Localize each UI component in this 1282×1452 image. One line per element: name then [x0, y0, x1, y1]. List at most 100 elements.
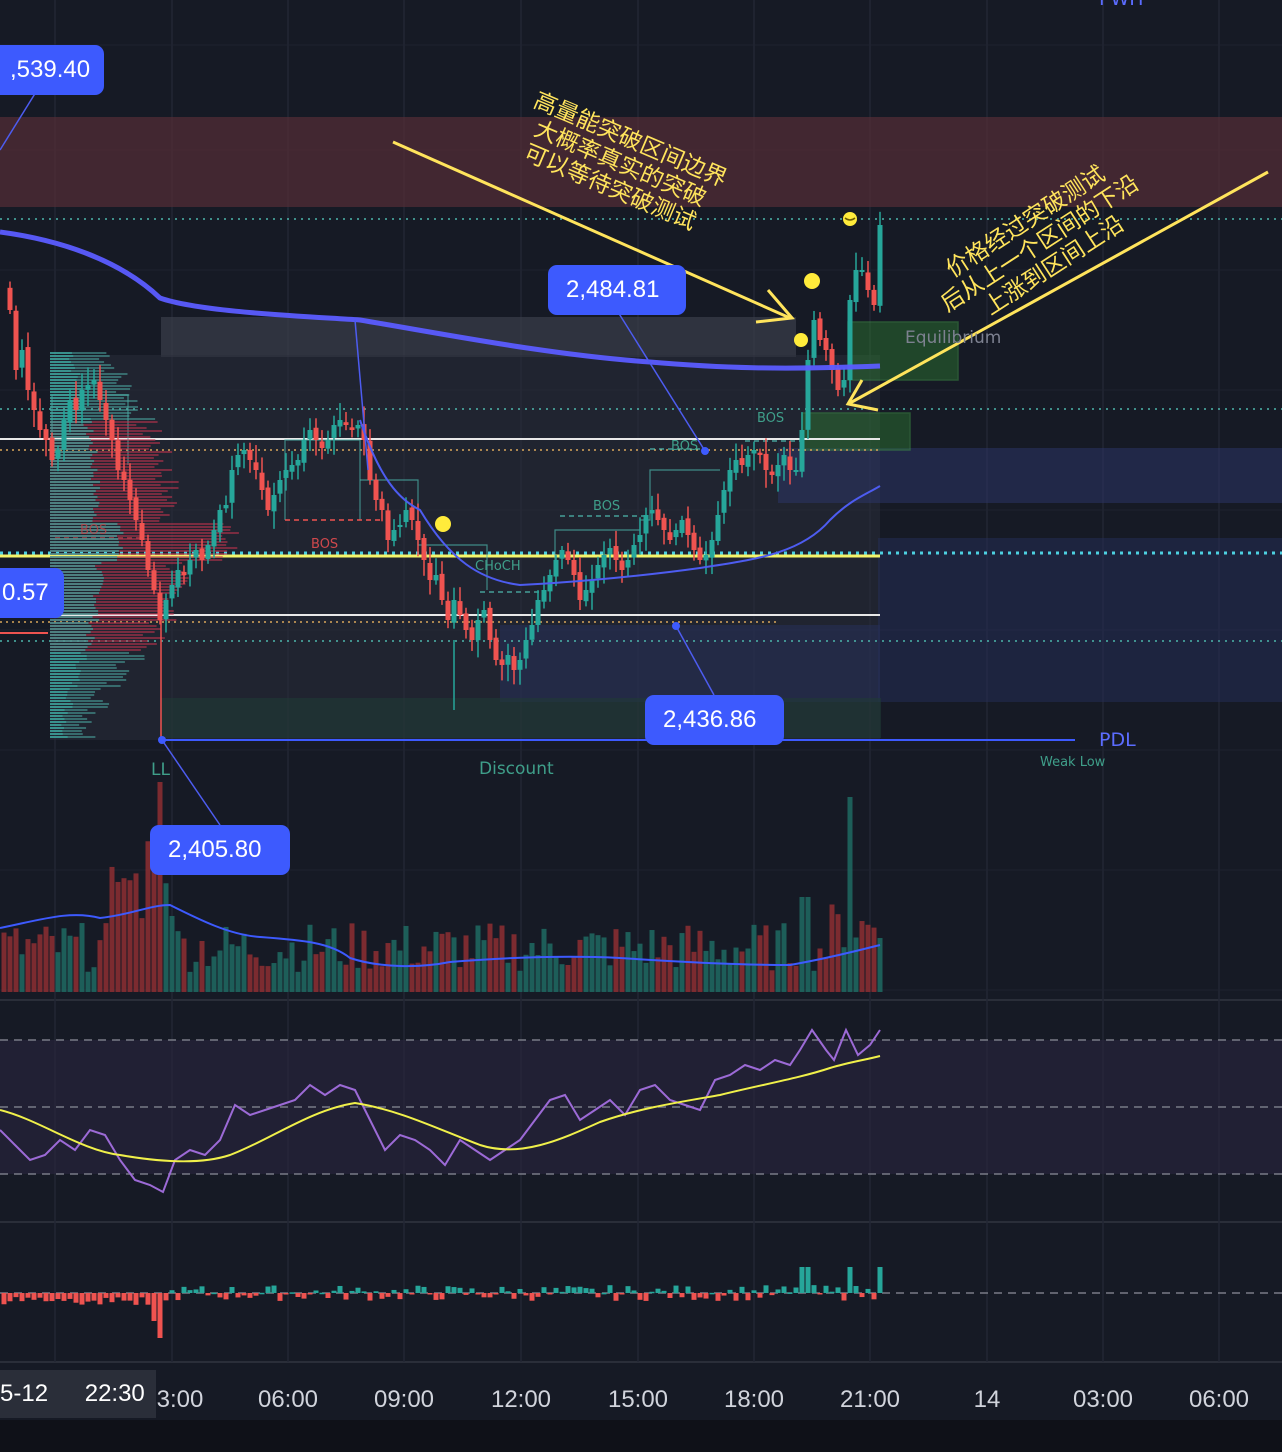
volume-bar-bull: [877, 938, 883, 992]
candle-bear: [769, 471, 775, 475]
profile-bar-base: [50, 703, 73, 705]
volume-bar-bear: [823, 957, 829, 992]
candle-bull: [505, 655, 511, 665]
bos-label: BOS: [80, 523, 108, 538]
profile-bar: [50, 520, 160, 522]
profile-bar: [50, 382, 117, 384]
profile-bar: [50, 478, 156, 480]
profile-bar: [50, 580, 188, 582]
osc-bar-pos: [169, 1290, 175, 1293]
volume-bar-bull: [535, 954, 541, 992]
candle-bull: [559, 550, 565, 559]
profile-bar-base: [50, 406, 85, 408]
profile-bar: [50, 679, 127, 681]
profile-bar: [50, 397, 124, 399]
profile-bar-base: [50, 655, 87, 657]
candle-bull: [169, 585, 175, 599]
rsi-ma-line: [0, 1055, 881, 1163]
profile-bar: [50, 412, 132, 414]
osc-bar-neg: [691, 1293, 697, 1300]
signal-dot: [804, 273, 820, 289]
profile-bar-base: [50, 409, 85, 411]
profile-bar-base: [50, 526, 121, 528]
volume-bar-bull: [211, 956, 217, 992]
osc-bar-pos: [349, 1290, 355, 1293]
osc-bar-pos: [361, 1291, 367, 1293]
candle-bull: [85, 385, 91, 390]
candle-bear: [31, 391, 37, 410]
volume-bar-bear: [37, 934, 43, 992]
candle-bull: [595, 565, 601, 579]
profile-bar: [50, 370, 105, 372]
volume-bar-bull: [559, 964, 565, 992]
volume-bar-bull: [805, 897, 811, 992]
candle-bear: [427, 562, 433, 580]
candle-bear: [43, 429, 49, 440]
axis-strip: [0, 1420, 1282, 1452]
osc-bar-neg: [133, 1293, 139, 1305]
profile-bar-base: [50, 718, 65, 720]
candle-bull: [589, 580, 595, 593]
candle-bull: [751, 450, 757, 454]
osc-bar-pos: [661, 1290, 667, 1293]
profile-bar: [50, 565, 166, 567]
leader-line: [161, 739, 221, 826]
candle-bear: [313, 427, 319, 440]
osc-bar-pos: [877, 1267, 883, 1293]
profile-bar-base: [50, 607, 96, 609]
profile-bar: [50, 607, 168, 609]
volume-bar-bull: [553, 957, 559, 992]
profile-bar: [50, 601, 169, 603]
volume-bar-bull: [517, 970, 523, 992]
osc-bar-neg: [79, 1293, 85, 1305]
osc-bar-neg: [163, 1293, 169, 1301]
price-tag-current: 0.57: [0, 568, 64, 618]
profile-bar-base: [50, 394, 81, 396]
osc-bar-pos: [541, 1287, 547, 1293]
candle-bear: [685, 518, 691, 535]
profile-bar-base: [50, 469, 98, 471]
candle-bull: [397, 525, 403, 528]
volume-bar-bull: [187, 971, 193, 992]
profile-bar: [50, 367, 115, 369]
osc-bar-neg: [595, 1293, 601, 1298]
profile-bar-base: [50, 649, 86, 651]
profile-bar: [50, 358, 100, 360]
volume-bar-bull: [673, 967, 679, 992]
profile-bar-base: [50, 487, 100, 489]
profile-bar-base: [50, 538, 119, 540]
profile-bar-base: [50, 511, 95, 513]
candle-bear: [409, 507, 415, 520]
osc-bar-neg: [283, 1293, 289, 1295]
osc-bar-pos: [415, 1285, 421, 1293]
profile-bar: [50, 472, 162, 474]
candle-bull: [859, 270, 865, 272]
profile-bar: [50, 436, 151, 438]
osc-bar-neg: [427, 1293, 433, 1295]
osc-bar-neg: [247, 1293, 253, 1298]
profile-bar-base: [50, 733, 63, 735]
candle-bear: [691, 532, 697, 550]
osc-bar-pos: [835, 1287, 841, 1293]
profile-bar: [50, 547, 238, 549]
volume-bar-bear: [139, 918, 145, 992]
profile-bar-base: [50, 688, 70, 690]
profile-bar: [50, 490, 168, 492]
candle-bear: [421, 538, 427, 560]
osc-bar-neg: [475, 1293, 481, 1295]
profile-bar-base: [50, 436, 90, 438]
time-text: 22:30: [84, 1380, 145, 1407]
profile-bar: [50, 640, 149, 642]
candle-bull: [607, 548, 613, 555]
profile-bar-base: [50, 676, 79, 678]
candle-bear: [253, 462, 259, 470]
profile-bar-base: [50, 484, 94, 486]
osc-bar-pos: [775, 1289, 781, 1293]
volume-bar-bear: [97, 940, 103, 992]
volume-bar-bear: [43, 926, 49, 992]
annotation-arrows: [392, 140, 1269, 412]
profile-bar: [50, 376, 122, 378]
osc-bar-neg: [241, 1293, 247, 1296]
profile-bar: [50, 487, 179, 489]
